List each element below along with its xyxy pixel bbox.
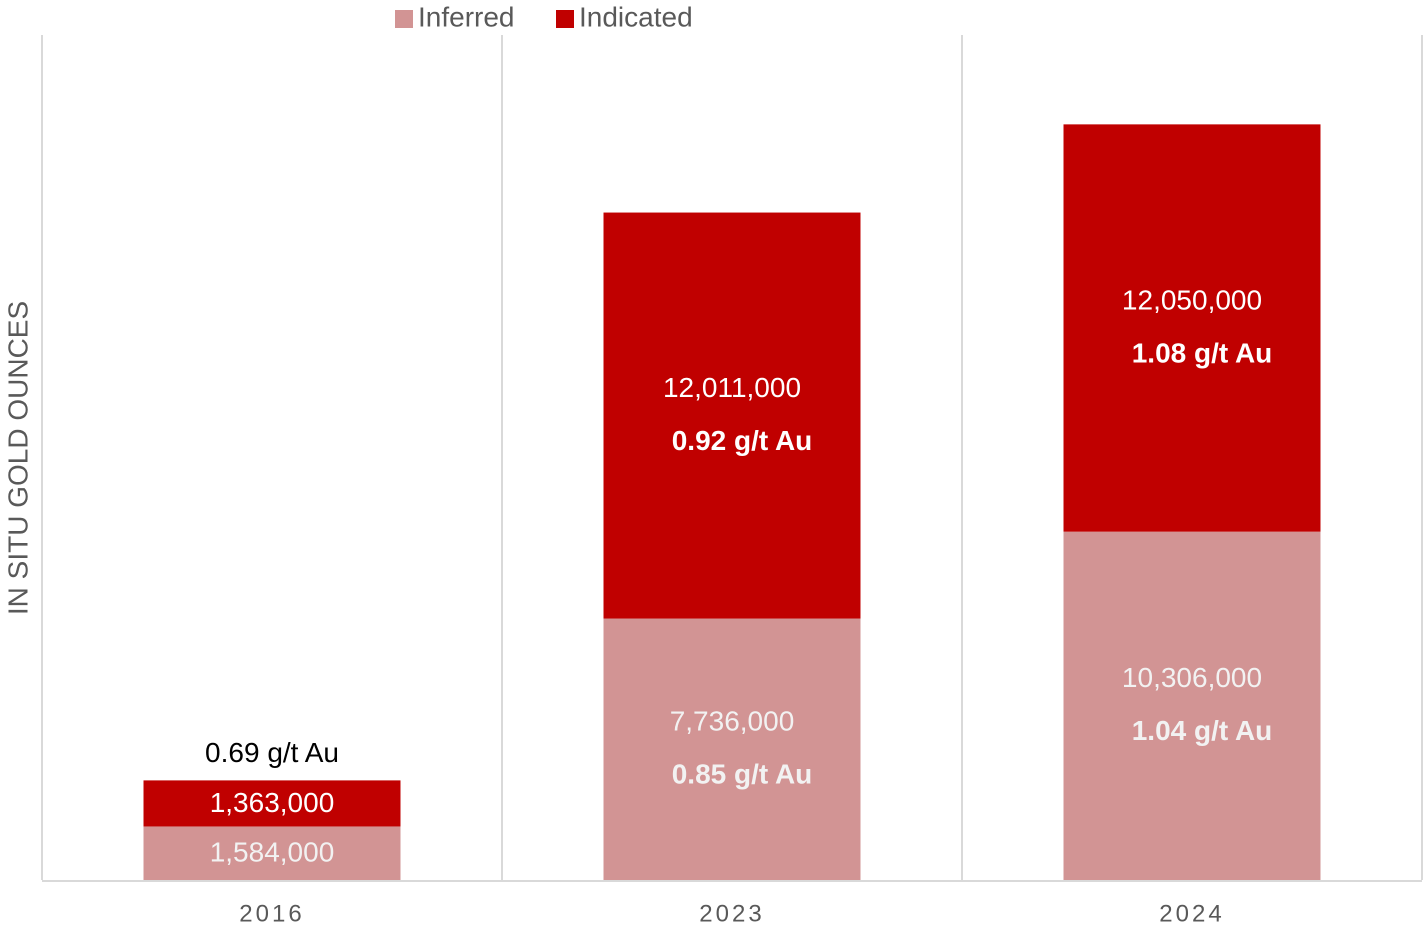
bar-segment <box>1063 531 1321 880</box>
legend-swatch <box>556 10 574 28</box>
value-label: 12,050,000 <box>1122 284 1262 315</box>
bar-segment <box>143 780 401 827</box>
bar-segment <box>603 618 861 880</box>
total-label: 0.69 g/t Au <box>205 737 339 768</box>
grade-label: 1.08 g/t Au <box>1132 337 1273 368</box>
y-axis-label: IN SITU GOLD OUNCES <box>2 301 33 615</box>
legend-label: Inferred <box>418 1 515 32</box>
legend-label: Indicated <box>579 1 693 32</box>
value-label: 1,584,000 <box>210 837 335 868</box>
value-label: 7,736,000 <box>670 706 795 737</box>
value-label: 1,363,000 <box>210 787 335 818</box>
value-label: 12,011,000 <box>663 372 801 403</box>
x-tick-label: 2024 <box>1159 900 1224 927</box>
bar-segment <box>1063 124 1321 532</box>
grade-label: 1.04 g/t Au <box>1132 715 1273 746</box>
grade-label: 0.92 g/t Au <box>672 425 813 456</box>
legend-swatch <box>395 10 413 28</box>
x-tick-label: 2023 <box>699 900 764 927</box>
grade-label: 0.85 g/t Au <box>672 759 813 790</box>
value-label: 10,306,000 <box>1122 662 1262 693</box>
x-tick-label: 2016 <box>239 900 304 927</box>
bar-segment <box>603 212 861 619</box>
bar-segment <box>143 826 401 880</box>
